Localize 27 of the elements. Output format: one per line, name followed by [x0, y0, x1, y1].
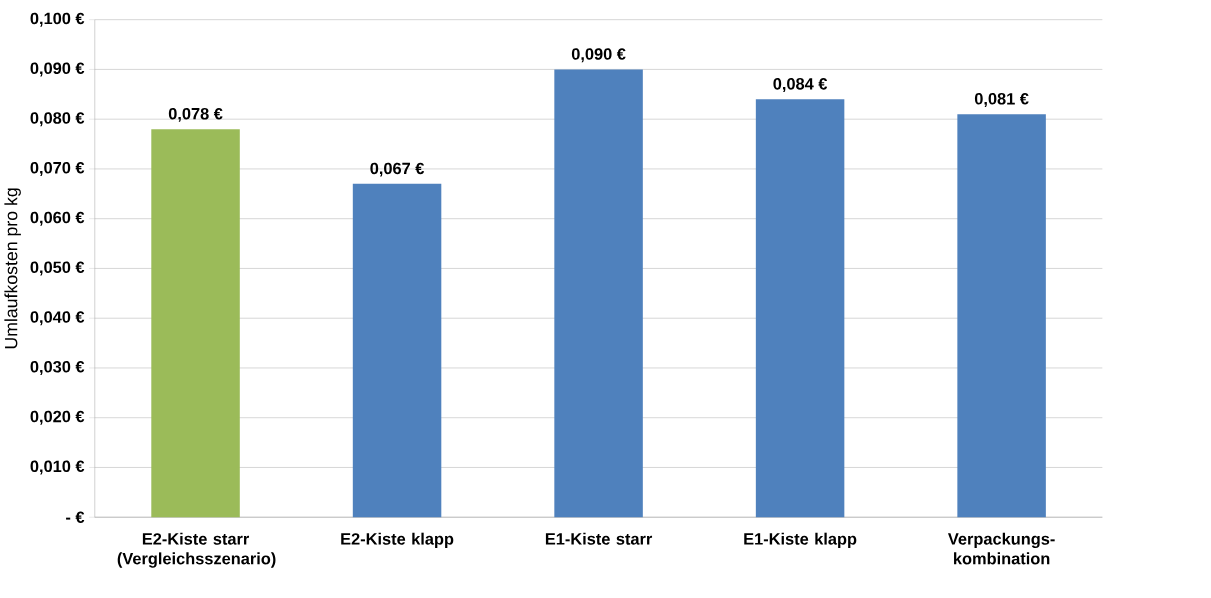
- x-tick-label: E1-Kiste starr: [545, 532, 653, 545]
- y-tick-label: 0,070 €: [30, 162, 85, 176]
- bar: [957, 114, 1046, 518]
- y-tick-label: 0,010 €: [30, 460, 85, 475]
- data-label: 0,090 €: [571, 48, 626, 63]
- y-tick-label: 0,080 €: [30, 112, 85, 127]
- data-label: 0,081 €: [974, 93, 1029, 107]
- x-tick-label: E2-Kiste klapp: [341, 532, 454, 549]
- y-tick-label: 0,100 €: [30, 12, 85, 27]
- data-label: 0,067 €: [370, 162, 425, 177]
- y-tick-label: 0,050 €: [30, 261, 85, 276]
- y-tick-label: 0,090 €: [30, 62, 85, 77]
- bar: [755, 99, 845, 518]
- bar: [554, 69, 643, 518]
- x-tick-label: Verpackungs-kombination: [947, 532, 1055, 565]
- bar: [151, 129, 240, 518]
- y-tick-label: 0,060 €: [30, 211, 85, 226]
- y-tick-label: 0,020 €: [30, 410, 85, 425]
- y-tick-label: 0,030 €: [30, 361, 85, 375]
- y-axis-title: Umlaufkosten pro kg: [4, 188, 21, 349]
- x-tick-label: E1-Kiste klapp: [744, 532, 857, 549]
- data-label: 0,078 €: [168, 107, 223, 122]
- y-tick-label: - €: [66, 511, 85, 524]
- x-tick-label: E2-Kiste starr (Vergleichsszenario): [117, 532, 276, 568]
- data-label: 0,084 €: [773, 78, 828, 93]
- bar: [352, 183, 442, 518]
- y-tick-label: 0,040 €: [30, 311, 85, 326]
